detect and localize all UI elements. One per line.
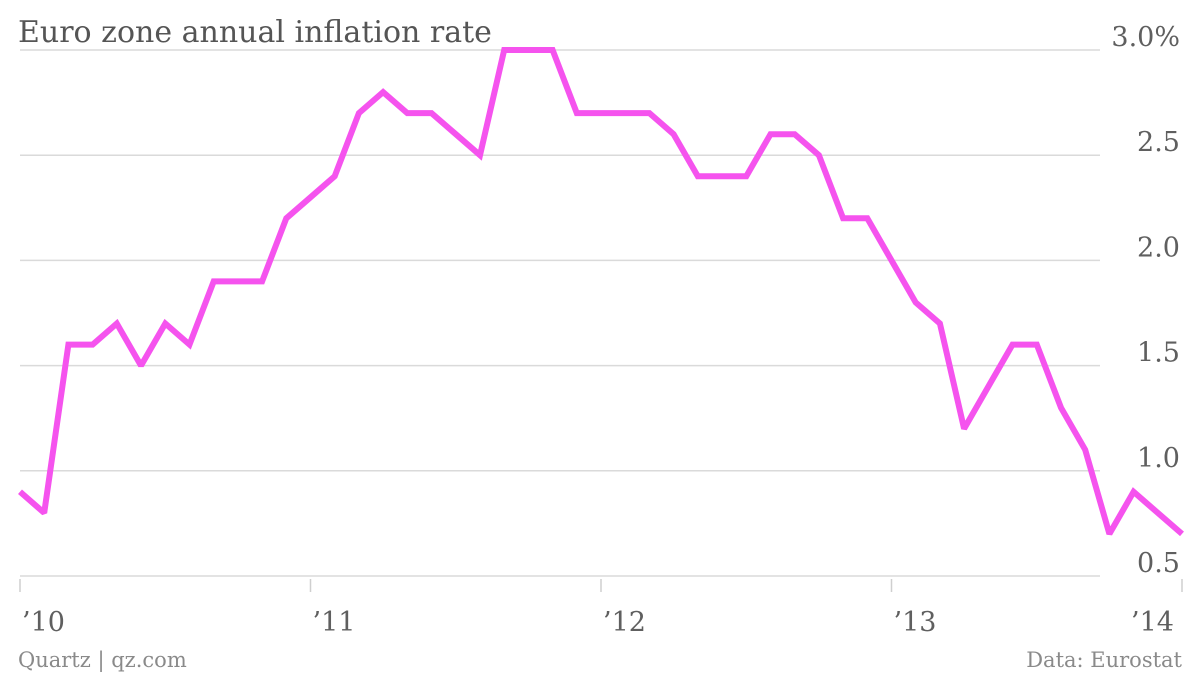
- data-point: [1179, 531, 1185, 537]
- data-point: [1010, 342, 1016, 348]
- data-point: [550, 47, 556, 53]
- data-point: [719, 173, 725, 179]
- y-tick-label: 0.5: [1137, 548, 1180, 579]
- grid-lines: [20, 49, 1100, 577]
- x-axis-ticks: ’10 ’11 ’12 ’13 ’14: [19, 579, 1183, 638]
- data-point: [1155, 510, 1161, 516]
- data-point: [598, 110, 604, 116]
- y-tick-label: 1.0: [1137, 443, 1180, 474]
- data-point: [332, 173, 338, 179]
- source-credit-right: Data: Eurostat: [1026, 648, 1182, 672]
- data-point: [985, 384, 991, 390]
- data-point: [913, 299, 919, 305]
- data-point: [283, 215, 289, 221]
- data-point: [90, 342, 96, 348]
- data-point: [308, 194, 314, 200]
- data-point: [186, 342, 192, 348]
- data-points: [17, 47, 1185, 537]
- data-point: [477, 152, 483, 158]
- data-point: [429, 110, 435, 116]
- data-point: [840, 215, 846, 221]
- data-point: [695, 173, 701, 179]
- series-line-layer: [18, 47, 1184, 537]
- data-point: [743, 173, 749, 179]
- x-tick-label: ’11: [313, 607, 356, 638]
- data-point: [767, 131, 773, 137]
- data-point: [404, 110, 410, 116]
- data-point: [114, 321, 120, 327]
- x-tick-label: ’13: [894, 607, 937, 638]
- data-point: [937, 321, 943, 327]
- data-point: [65, 342, 71, 348]
- data-point: [525, 47, 531, 53]
- x-tick-label: ’10: [22, 607, 65, 638]
- data-point: [1106, 531, 1112, 537]
- chart-title: Euro zone annual inflation rate: [18, 15, 492, 50]
- y-axis-tick-labels: 3.0% 2.5 2.0 1.5 1.0 0.5: [1111, 22, 1180, 579]
- data-point: [864, 215, 870, 221]
- data-point: [235, 278, 241, 284]
- data-point: [622, 110, 628, 116]
- data-point: [792, 131, 798, 137]
- source-credit-left: Quartz | qz.com: [18, 648, 187, 673]
- y-tick-label: 2.5: [1137, 127, 1180, 158]
- y-tick-label: 1.5: [1137, 338, 1180, 369]
- data-point: [356, 110, 362, 116]
- data-point: [138, 363, 144, 369]
- x-tick-label: ’14: [1131, 607, 1174, 638]
- data-point: [961, 426, 967, 432]
- data-point: [816, 152, 822, 158]
- data-point: [501, 47, 507, 53]
- data-point: [671, 131, 677, 137]
- data-point: [17, 489, 23, 495]
- data-point: [162, 321, 168, 327]
- x-tick-label: ’12: [603, 607, 646, 638]
- y-tick-label: 3.0%: [1111, 22, 1180, 53]
- data-point: [889, 257, 895, 263]
- data-point: [453, 131, 459, 137]
- data-point: [1058, 405, 1064, 411]
- data-point: [574, 110, 580, 116]
- y-tick-label: 2.0: [1137, 232, 1180, 263]
- data-point: [1082, 447, 1088, 453]
- data-point: [1034, 342, 1040, 348]
- data-point: [380, 89, 386, 95]
- data-point: [211, 278, 217, 284]
- data-point: [646, 110, 652, 116]
- data-point: [259, 278, 265, 284]
- series-line: [18, 47, 1184, 537]
- data-point: [41, 510, 47, 516]
- data-point: [1131, 489, 1137, 495]
